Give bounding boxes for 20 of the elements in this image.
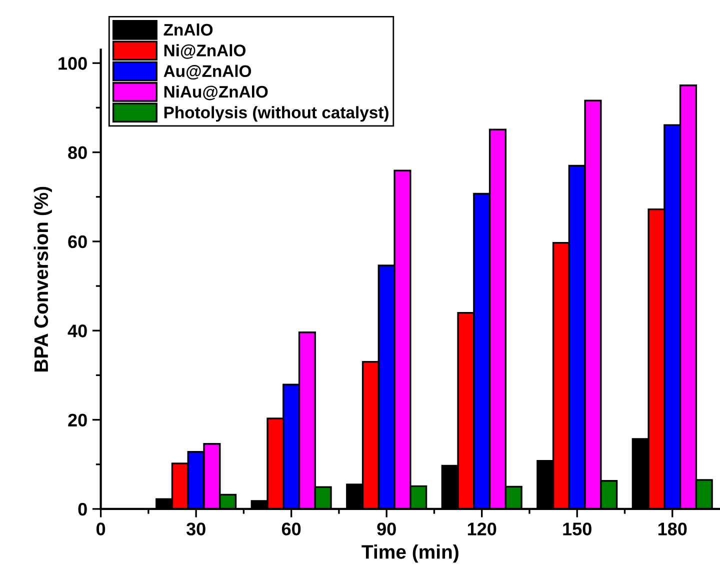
x-axis-title: Time (min) bbox=[362, 544, 458, 563]
y-tick-label: 60 bbox=[68, 235, 87, 248]
y-tick-label: 40 bbox=[68, 324, 87, 338]
y-tick-label: 0 bbox=[78, 502, 87, 516]
x-tick-label: 60 bbox=[282, 522, 301, 536]
y-axis-title: BPA Conversion (%) bbox=[34, 186, 52, 372]
x-tick-label: 180 bbox=[658, 522, 687, 536]
y-tick-label: 20 bbox=[68, 414, 87, 426]
x-tick-label: 150 bbox=[563, 522, 592, 536]
y-tick-label: 100 bbox=[58, 57, 87, 70]
x-tick-label: 120 bbox=[468, 522, 496, 536]
x-tick-label: 90 bbox=[377, 522, 396, 536]
legend-label: Photolysis (without catalyst) bbox=[164, 106, 388, 122]
y-tick-label: 80 bbox=[68, 146, 87, 159]
legend-label: NiAu@ZnAlO bbox=[164, 85, 268, 100]
legend-label: ZnAlO bbox=[164, 23, 213, 36]
x-tick-label: 30 bbox=[186, 522, 206, 536]
legend-label: Ni@ZnAlO bbox=[164, 44, 246, 59]
legend-label: Au@ZnAlO bbox=[164, 64, 252, 80]
x-tick-label: 0 bbox=[96, 522, 106, 536]
